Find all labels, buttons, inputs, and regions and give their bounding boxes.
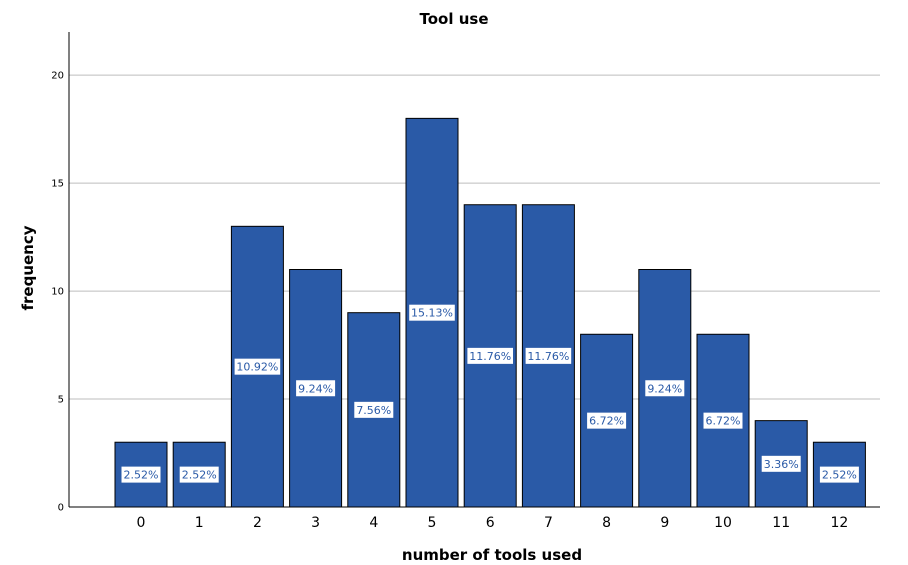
x-tick-label: 9	[660, 515, 669, 531]
data-label: 7.56%	[356, 404, 391, 417]
data-label: 6.72%	[589, 415, 624, 428]
x-tick-label: 10	[714, 515, 732, 531]
data-label-box	[234, 358, 281, 375]
x-tick-label: 8	[602, 515, 611, 531]
x-tick-label: 1	[195, 515, 204, 531]
data-label: 15.13%	[411, 307, 453, 320]
data-labels: 2.52% 2.52% 10.92% 9.24% 7.56% 15.13% 11.76% 11…	[121, 304, 859, 483]
data-label: 11.76%	[469, 350, 511, 363]
data-label: 6.72%	[706, 415, 741, 428]
x-axis-title: number of tools used	[402, 546, 582, 564]
data-label: 9.24%	[647, 382, 682, 395]
data-label: 10.92%	[236, 361, 278, 374]
chart-title: Tool use	[420, 10, 489, 28]
data-label-box	[296, 380, 336, 397]
y-tick-label: 15	[51, 179, 64, 190]
x-tick-label: 11	[772, 515, 790, 531]
data-label-box	[525, 347, 572, 364]
y-tick-label: 20	[51, 71, 64, 82]
data-label-box	[467, 347, 513, 364]
bars	[114, 117, 866, 508]
y-tick-label: 10	[51, 287, 64, 298]
data-label-box	[645, 380, 685, 397]
data-label-box	[179, 466, 219, 483]
x-tick-label: 2	[253, 515, 262, 531]
y-axis-title: frequency	[19, 225, 37, 310]
x-tick-label: 0	[137, 515, 146, 531]
y-tick-label: 5	[58, 395, 64, 406]
x-tick-label: 5	[428, 515, 437, 531]
data-label-box	[409, 304, 455, 321]
data-label-box	[761, 455, 801, 472]
x-tick-label: 7	[544, 515, 553, 531]
x-tick-label: 3	[311, 515, 320, 531]
data-label: 11.76%	[527, 350, 569, 363]
data-label: 2.52%	[822, 469, 857, 482]
x-tick-label: 12	[830, 515, 848, 531]
data-label-box	[587, 412, 627, 429]
y-tick-label: 0	[58, 503, 64, 514]
data-label-box	[819, 466, 859, 483]
data-label: 9.24%	[298, 382, 333, 395]
x-tick-label: 4	[369, 515, 378, 531]
data-label: 2.52%	[124, 469, 159, 482]
data-label-box	[703, 412, 743, 429]
data-label: 3.36%	[764, 458, 799, 471]
data-label: 2.52%	[182, 469, 217, 482]
data-label-box	[354, 401, 394, 418]
data-label-box	[121, 466, 161, 483]
x-tick-label: 6	[486, 515, 495, 531]
